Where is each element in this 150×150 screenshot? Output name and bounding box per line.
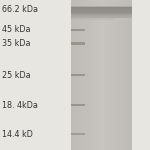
Bar — [89, 0, 92, 150]
Bar — [70, 104, 85, 106]
Bar — [70, 7, 132, 8]
Bar — [70, 0, 132, 150]
Bar — [70, 14, 132, 15]
Bar — [70, 7, 132, 8]
Bar — [101, 0, 104, 150]
Bar — [86, 0, 89, 150]
Bar — [117, 0, 120, 150]
Bar — [70, 15, 132, 16]
Bar — [70, 12, 132, 13]
Bar — [126, 0, 129, 150]
Text: 35 kDa: 35 kDa — [2, 39, 30, 48]
Bar — [70, 9, 132, 10]
Bar — [80, 0, 83, 150]
Text: 45 kDa: 45 kDa — [2, 26, 30, 34]
Bar — [129, 0, 132, 150]
Bar — [110, 0, 114, 150]
Bar — [70, 9, 132, 10]
Bar — [120, 0, 123, 150]
Bar — [70, 8, 132, 9]
Bar — [107, 0, 110, 150]
Bar — [70, 12, 132, 13]
Bar — [70, 10, 132, 11]
Bar — [70, 133, 85, 135]
Bar — [70, 6, 132, 7]
Bar — [114, 0, 117, 150]
Text: 14.4 kD: 14.4 kD — [2, 130, 32, 139]
Bar — [83, 0, 86, 150]
Bar — [70, 13, 132, 14]
Bar — [70, 16, 132, 17]
Bar — [70, 74, 85, 76]
Bar — [70, 11, 132, 12]
Bar — [104, 0, 107, 150]
Bar — [70, 15, 132, 16]
Text: 25 kDa: 25 kDa — [2, 70, 30, 80]
Bar — [77, 0, 80, 150]
Text: 18. 4kDa: 18. 4kDa — [2, 100, 37, 109]
Bar — [92, 0, 95, 150]
Bar — [70, 14, 132, 15]
Bar — [70, 29, 85, 31]
Bar — [70, 6, 132, 7]
Bar — [95, 0, 98, 150]
Bar — [70, 0, 74, 150]
Bar — [70, 42, 85, 45]
Bar — [74, 0, 77, 150]
Bar — [70, 17, 114, 20]
Bar — [70, 11, 132, 12]
Bar — [98, 0, 101, 150]
Text: 66.2 kDa: 66.2 kDa — [2, 4, 38, 14]
Bar — [70, 8, 132, 9]
Bar — [70, 16, 132, 17]
Bar — [70, 17, 132, 18]
Bar — [70, 13, 132, 14]
Bar — [70, 6, 132, 7]
Bar — [123, 0, 126, 150]
Bar — [70, 8, 85, 10]
